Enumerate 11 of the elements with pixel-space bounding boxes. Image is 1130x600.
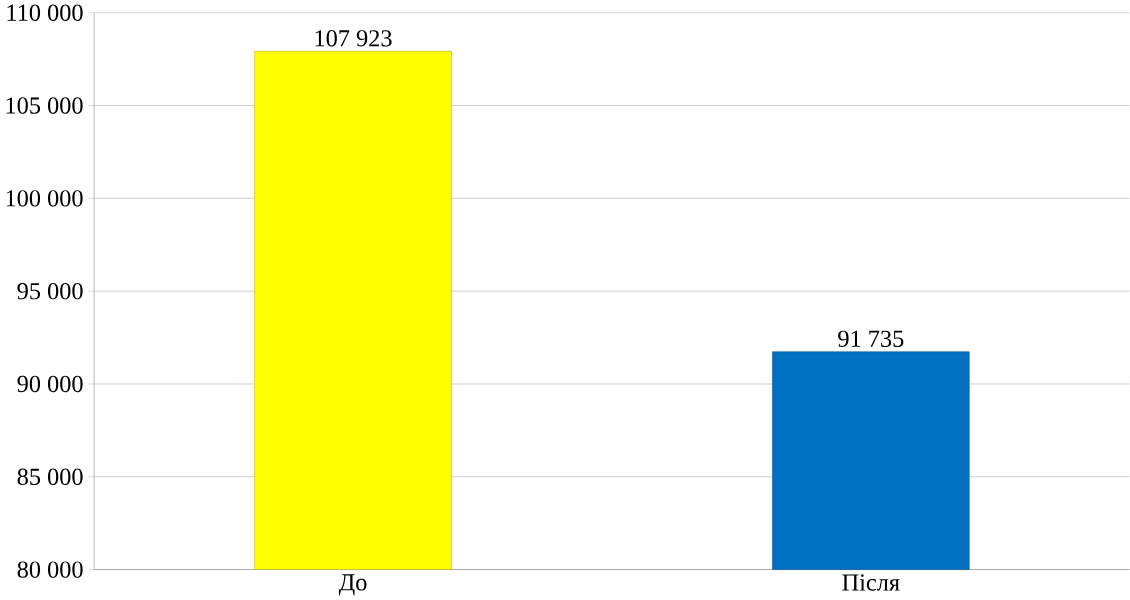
data-label: 107 923 [315, 30, 392, 47]
x-tick-label: До [338, 574, 367, 596]
x-tick-label: Після [842, 574, 900, 591]
y-tick-label: 90 000 [17, 375, 83, 393]
y-tick-label: 85 000 [17, 468, 83, 485]
data-label: 91 735 [838, 330, 904, 347]
y-tick-label: 80 000 [17, 561, 83, 578]
y-tick-label: 100 000 [6, 190, 83, 207]
y-tick-label: 110 000 [7, 4, 83, 21]
y-tick-label: 95 000 [17, 282, 83, 300]
y-tick-label: 105 000 [6, 97, 83, 114]
